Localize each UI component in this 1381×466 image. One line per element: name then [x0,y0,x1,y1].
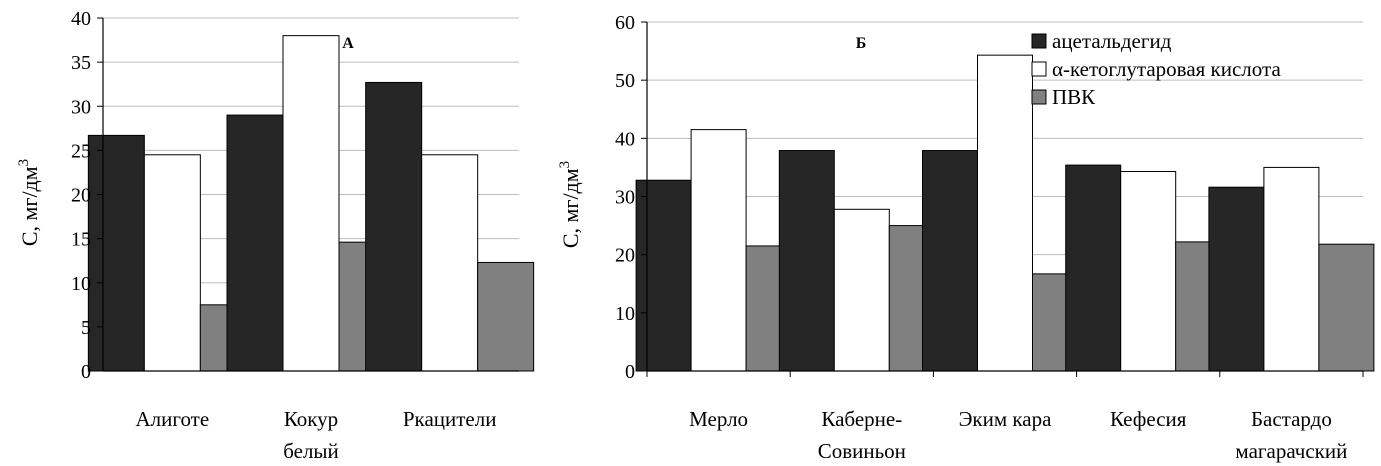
y-tick-label: 35 [71,52,91,74]
y-tick-label: 0 [81,361,91,383]
y-tick-label: 25 [71,140,91,162]
y-tick-label: 10 [71,273,91,295]
category-label: Эким кара [959,407,1053,431]
y-tick-label: 10 [615,303,635,325]
y-tick-label: 40 [615,128,635,150]
bar [282,35,340,372]
legend-label: α-кетоглутаровая кислота [1052,57,1281,81]
y-tick-label: 15 [71,229,91,251]
y-tick-label: 40 [71,8,91,30]
y-axis-label: С, мг/дм3 [557,161,583,248]
bar [226,114,284,372]
y-tick-label: 60 [615,12,635,34]
bar [778,150,835,372]
category-label: Кефесия [1110,407,1187,431]
bar [365,81,423,372]
category-label: Мерло [689,407,748,431]
bar [690,129,747,372]
y-tick-label: 0 [625,361,635,383]
legend-swatch [1031,89,1047,105]
bar [922,150,978,372]
legend-swatch [1031,61,1047,77]
legend-swatch [1031,33,1047,49]
y-tick-label: 20 [71,185,91,207]
category-label: магарачский [1235,439,1347,463]
category-label: Ркацители [403,407,497,431]
bar [1065,164,1122,372]
y-axis-label: С, мг/дм3 [16,159,42,246]
bar [1318,243,1375,372]
category-label: Совиньон [818,439,906,463]
bar [1208,186,1265,372]
chart-panel-2: Мерло Каберне- Совиньон Эким кара Кефесия Бас… [557,12,1375,463]
bar [833,208,890,372]
bar [1120,170,1177,372]
bar [635,179,692,372]
legend-label: ацетальдегид [1052,29,1172,53]
category-label: белый [283,439,339,463]
category-label: Кокур [284,407,338,431]
bar [87,134,145,372]
bar [977,54,1033,372]
legend: ацетальдегид α-кетоглутаровая кислота ПВК [1031,29,1281,109]
panel-label: А [342,35,354,52]
bar [477,261,535,372]
y-tick-label: 20 [615,245,635,267]
bar [421,154,479,372]
y-tick-label: 30 [71,96,91,118]
chart-panel-1: Алиготе Кокур белый Ркацители 0 5 10 15 20 25 30 35… [16,8,535,463]
category-label: Бастардо [1251,407,1332,431]
panel-label: Б [856,35,867,52]
legend-label: ПВК [1052,85,1096,109]
category-label: Каберне- [821,407,902,431]
y-tick-label: 5 [81,317,91,339]
bar [1263,166,1320,372]
y-tick-label: 30 [615,187,635,209]
category-label: Алиготе [135,407,209,431]
bar [143,154,201,372]
y-tick-label: 50 [615,70,635,92]
